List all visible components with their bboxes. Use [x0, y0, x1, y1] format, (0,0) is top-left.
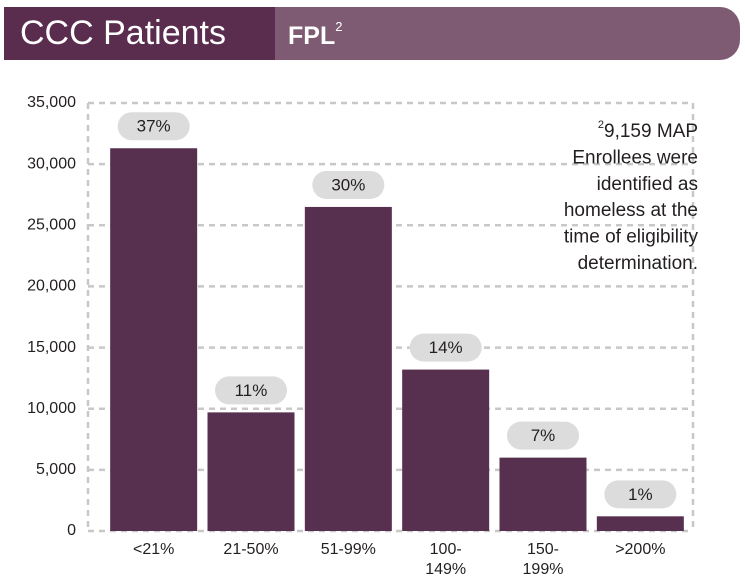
x-tick-label: <21%: [133, 541, 174, 558]
percent-label: 37%: [137, 117, 171, 136]
note-text: identified as: [597, 174, 698, 195]
note-text: determination.: [578, 253, 698, 274]
y-tick-label: 15,000: [27, 339, 76, 356]
x-tick-label: 100-149%: [425, 541, 466, 578]
percent-label: 14%: [429, 338, 463, 357]
y-tick-label: 25,000: [27, 217, 76, 234]
header-title-box: [4, 7, 275, 60]
bar: [304, 206, 392, 531]
note-line: time of eligibility: [564, 227, 699, 248]
note-line: determination.: [578, 253, 698, 274]
bar: [499, 457, 587, 531]
bar: [207, 412, 295, 531]
subtitle-text: FPL: [288, 22, 335, 50]
x-tick-label: 150-199%: [523, 541, 564, 578]
bar: [596, 516, 684, 531]
x-tick-label: 21-50%: [223, 541, 278, 558]
y-tick-label: 10,000: [27, 400, 76, 417]
percent-pill: [507, 421, 579, 450]
percent-pill: [409, 333, 482, 362]
y-tick-label: 0: [67, 522, 76, 539]
percent-label: 7%: [531, 426, 556, 445]
y-tick-label: 20,000: [27, 278, 76, 295]
header-subtitle: FPL2: [288, 19, 342, 49]
bar: [110, 148, 198, 531]
percent-pill: [604, 480, 677, 509]
percent-label: 30%: [331, 175, 365, 194]
header-band: [275, 7, 740, 60]
note-line: 29,159 MAP: [598, 119, 698, 142]
subtitle-marker: 2: [335, 19, 342, 34]
y-tick-label: 30,000: [27, 155, 76, 172]
x-tick-label: >200%: [615, 541, 665, 558]
note-text: homeless at the: [564, 200, 698, 221]
note-text: time of eligibility: [564, 227, 699, 248]
bar: [402, 369, 490, 531]
header-title: CCC Patients: [20, 14, 226, 52]
note-marker: 2: [598, 119, 604, 131]
note-line: homeless at the: [564, 200, 698, 221]
note-text: 9,159 MAP: [604, 121, 698, 142]
percent-label: 1%: [628, 485, 653, 504]
percent-pill: [117, 112, 190, 141]
percent-pill: [215, 376, 287, 405]
note-line: Enrollees were: [572, 147, 698, 168]
x-tick-label: 51-99%: [321, 541, 376, 558]
percent-pill: [312, 170, 385, 199]
note-line: identified as: [597, 174, 698, 195]
y-tick-label: 5,000: [36, 461, 76, 478]
percent-label: 11%: [235, 381, 268, 400]
y-tick-label: 35,000: [27, 94, 76, 111]
note-text: Enrollees were: [572, 147, 698, 168]
